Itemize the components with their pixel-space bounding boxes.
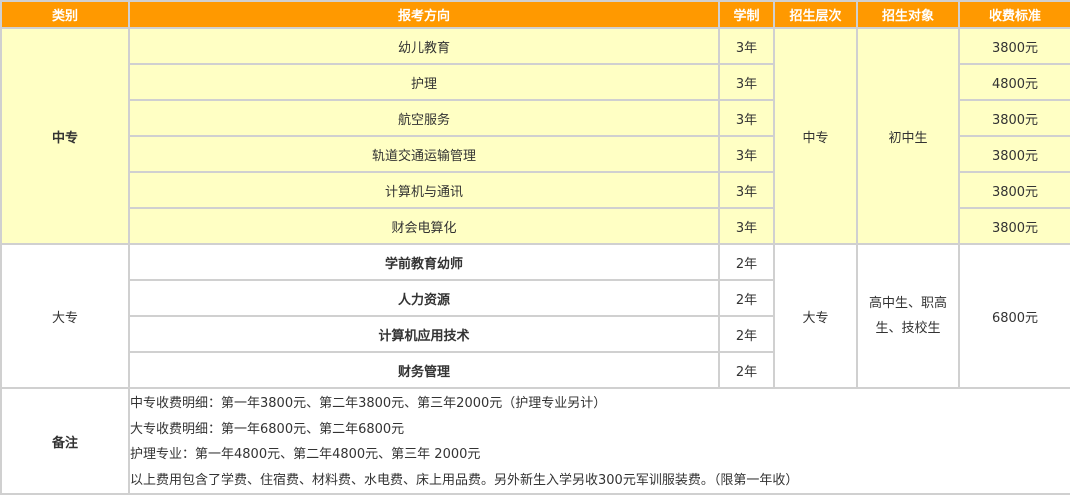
major: 航空服务	[128, 99, 720, 137]
table-row: 中专 幼儿教育 3年 中专 初中生 3800元	[0, 27, 1070, 245]
fee: 3800元	[958, 207, 1070, 245]
major: 护理	[128, 63, 720, 101]
header-fee: 收费标准	[958, 0, 1070, 29]
table-row: 人力资源 2年	[1, 279, 1070, 317]
years: 3年	[718, 27, 775, 65]
note-line: 大专收费明细：第一年6800元、第二年6800元	[130, 421, 405, 437]
years: 3年	[718, 63, 775, 101]
level: 大专	[773, 243, 858, 389]
years: 3年	[718, 99, 775, 137]
years: 2年	[718, 279, 775, 317]
fee: 3800元	[958, 171, 1070, 209]
note-line: 以上费用包含了学费、住宿费、材料费、水电费、床上用品费。另外新生入学另收300元…	[130, 472, 799, 488]
notes-label: 备注	[0, 387, 130, 495]
table-row: 财务管理 2年	[1, 351, 1070, 389]
target: 高中生、职高生、技校生	[856, 243, 960, 389]
table-row: 计算机与通讯 3年 3800元	[1, 171, 1070, 209]
table-row: 大专 学前教育幼师 2年 大专 高中生、职高生、技校生 6800元	[0, 243, 1070, 389]
fee: 3800元	[958, 135, 1070, 173]
years: 2年	[718, 315, 775, 353]
fee: 6800元	[958, 243, 1070, 389]
note-line: 中专收费明细：第一年3800元、第二年3800元、第三年2000元（护理专业另计…	[130, 396, 607, 411]
header-level: 招生层次	[773, 0, 858, 29]
table-row: 计算机应用技术 2年	[1, 315, 1070, 353]
notes-row: 备注 中专收费明细：第一年3800元、第二年3800元、第三年2000元（护理专…	[0, 387, 1070, 495]
major: 人力资源	[128, 279, 720, 317]
major: 财会电算化	[128, 207, 720, 245]
major: 计算机与通讯	[128, 171, 720, 209]
years: 3年	[718, 171, 775, 209]
header-category: 类别	[0, 0, 130, 29]
level: 中专	[773, 27, 858, 245]
header-row: 类别 报考方向 学制 招生层次 招生对象 收费标准	[0, 0, 1070, 29]
fee: 4800元	[958, 63, 1070, 101]
major: 学前教育幼师	[128, 243, 720, 281]
table-row: 轨道交通运输管理 3年 3800元	[1, 135, 1070, 173]
target: 初中生	[856, 27, 960, 245]
note-line: 护理专业：第一年4800元、第二年4800元、第三年 2000元	[130, 447, 481, 462]
major: 轨道交通运输管理	[128, 135, 720, 173]
header-years: 学制	[718, 0, 775, 29]
table-row: 护理 3年 4800元	[1, 63, 1070, 101]
major: 财务管理	[128, 351, 720, 389]
major: 幼儿教育	[128, 27, 720, 65]
category-dazhuan: 大专	[0, 243, 130, 389]
header-target: 招生对象	[856, 0, 960, 29]
notes-content: 中专收费明细：第一年3800元、第二年3800元、第三年2000元（护理专业另计…	[128, 387, 1070, 495]
years: 3年	[718, 135, 775, 173]
fee: 3800元	[958, 27, 1070, 65]
major: 计算机应用技术	[128, 315, 720, 353]
years: 2年	[718, 351, 775, 389]
category-zhongzhuan: 中专	[0, 27, 130, 245]
table-row: 航空服务 3年 3800元	[1, 99, 1070, 137]
years: 3年	[718, 207, 775, 245]
table-row: 财会电算化 3年 3800元	[1, 207, 1070, 245]
fee: 3800元	[958, 99, 1070, 137]
years: 2年	[718, 243, 775, 281]
header-major: 报考方向	[128, 0, 720, 29]
